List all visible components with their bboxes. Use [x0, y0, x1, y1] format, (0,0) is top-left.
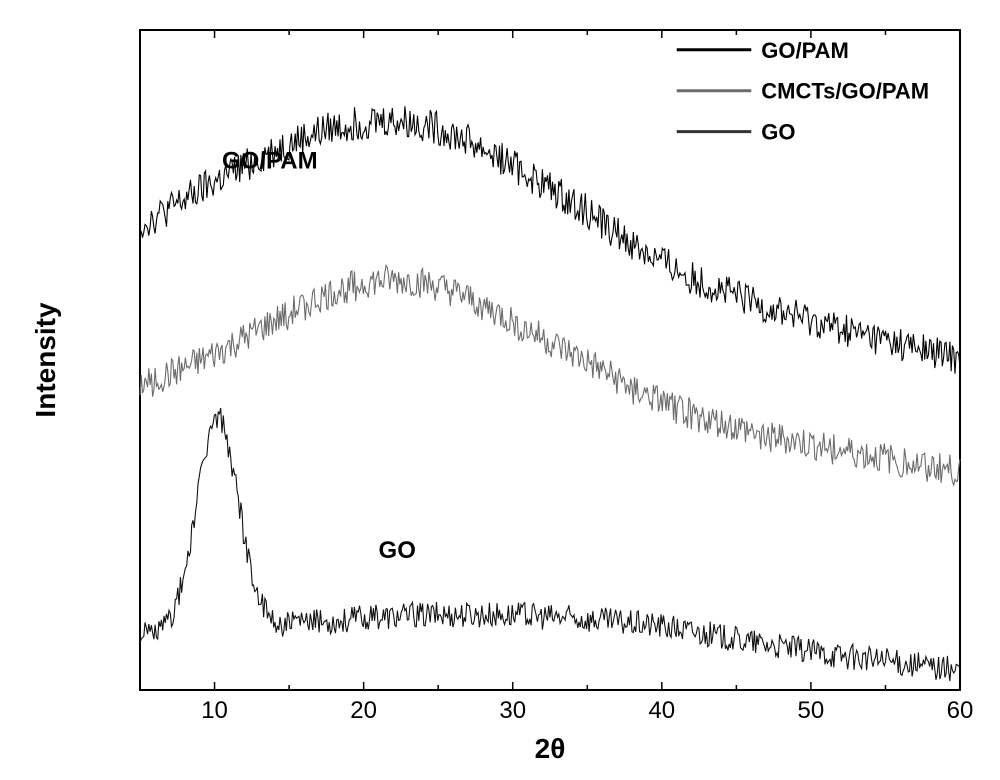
- x-tick-label: 20: [350, 697, 377, 724]
- x-tick-label: 40: [648, 697, 675, 724]
- legend-label: CMCTs/GO/PAM: [761, 79, 929, 104]
- legend-label: GO: [761, 120, 795, 145]
- x-tick-label: 30: [499, 697, 526, 724]
- xrd-chart: 10 20 30 40 50 60 2θ Intensity GO/PAM GO GO/PAM CMC…: [0, 0, 1000, 780]
- y-axis-label: Intensity: [30, 302, 61, 418]
- series-go-pam: [140, 106, 960, 373]
- chart-svg: 10 20 30 40 50 60 2θ Intensity GO/PAM GO GO/PAM CMC…: [0, 0, 1000, 780]
- series-go: [140, 408, 960, 681]
- annotation: GO: [379, 537, 416, 564]
- x-axis-label: 2θ: [535, 733, 566, 764]
- x-tick-label: 10: [201, 697, 228, 724]
- plot-area: [140, 30, 960, 690]
- x-tick-label: 50: [798, 697, 825, 724]
- x-tick-label: 60: [947, 697, 974, 724]
- series-cmcts-go-pam: [140, 266, 960, 486]
- legend-label: GO/PAM: [761, 38, 849, 63]
- annotation: GO/PAM: [222, 148, 318, 175]
